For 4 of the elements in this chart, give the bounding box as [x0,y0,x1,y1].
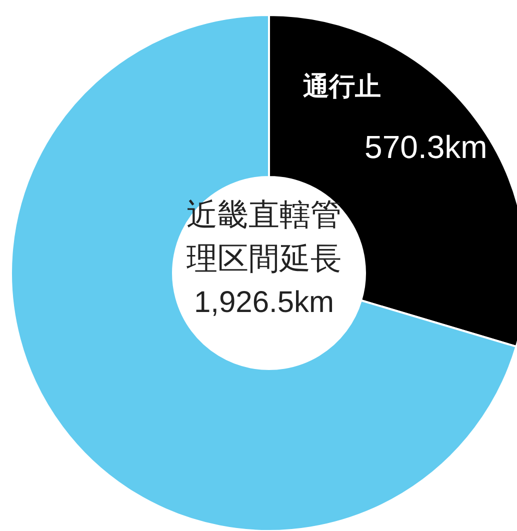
slice-label: 通行止 [302,72,381,102]
data-label: 570.3km [364,129,488,166]
text: 近畿直轄管理区間延長 [186,196,342,279]
text: 1,926.5km [192,285,336,321]
